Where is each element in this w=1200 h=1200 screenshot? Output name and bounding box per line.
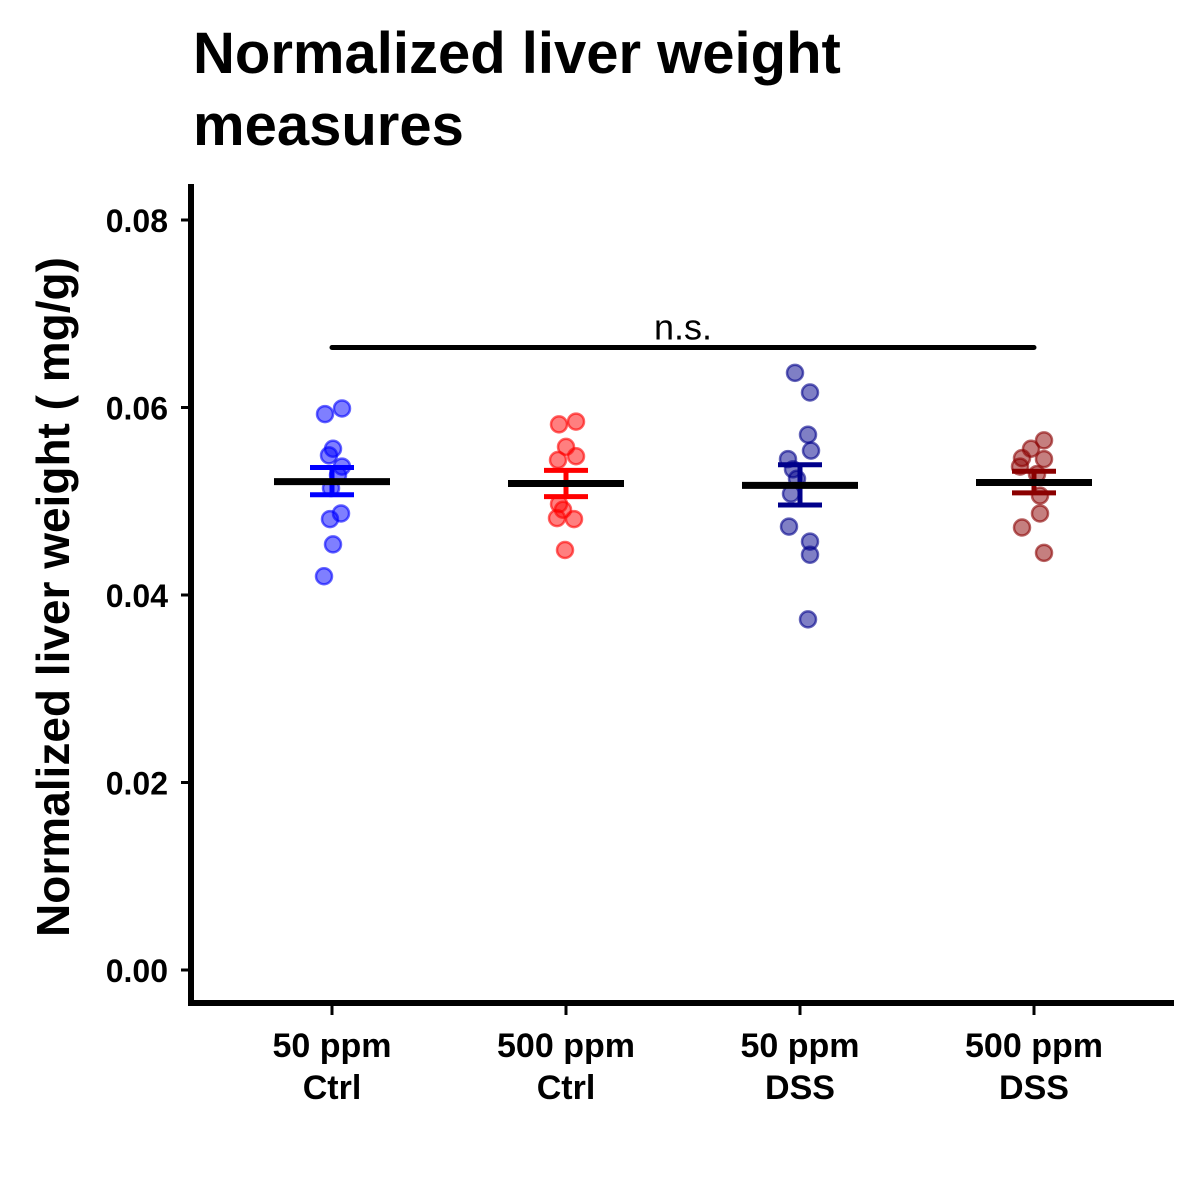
- y-tick-label: 0.00: [106, 953, 168, 989]
- x-tick-label: 50 ppm: [272, 1027, 391, 1065]
- x-tick-label: Ctrl: [303, 1069, 362, 1107]
- y-tick-label: 0.02: [106, 766, 168, 802]
- y-tick-label: 0.08: [106, 203, 168, 239]
- chart-title-line-1: Normalized liver weight: [193, 21, 841, 86]
- data-point: [315, 404, 335, 424]
- data-point: [332, 399, 352, 418]
- data-point: [320, 509, 340, 529]
- y-tick-label: 0.06: [106, 391, 168, 427]
- data-point: [566, 412, 586, 431]
- data-point: [798, 610, 818, 629]
- data-point: [798, 425, 818, 444]
- data-point: [1012, 518, 1032, 537]
- data-point: [566, 447, 586, 466]
- data-point: [564, 509, 584, 529]
- x-tick-label: 500 ppm: [965, 1027, 1103, 1065]
- x-tick-label: 500 ppm: [497, 1027, 635, 1065]
- data-point: [800, 383, 820, 402]
- axes: 0.00 0.02 0.04 0.06 0.08 50 ppm Ctrl 500 ppm Ctr…: [106, 184, 1174, 1107]
- data-point: [1034, 431, 1054, 450]
- data-point: [314, 567, 334, 586]
- chart-title-line-2: measures: [193, 93, 464, 158]
- data-point: [1034, 449, 1054, 469]
- y-tick-label: 0.04: [106, 578, 168, 614]
- data-point: [319, 446, 339, 465]
- x-tick-label: 50 ppm: [740, 1027, 859, 1065]
- x-tick-label: DSS: [999, 1069, 1069, 1107]
- data-point: [1030, 504, 1050, 523]
- data-point: [779, 517, 799, 536]
- data-point: [801, 441, 821, 460]
- data-point: [785, 363, 805, 383]
- significance-label: n.s.: [654, 307, 712, 348]
- data-point: [1034, 543, 1054, 563]
- plot-area: [274, 345, 1092, 629]
- data-point: [549, 415, 569, 434]
- data-point: [555, 540, 575, 560]
- data-point: [548, 450, 568, 470]
- y-axis-label: Normalized liver weight ( mg/g): [27, 257, 79, 937]
- x-tick-label: Ctrl: [537, 1069, 596, 1107]
- data-point: [800, 545, 820, 564]
- x-tick-label: DSS: [765, 1069, 835, 1107]
- data-point: [547, 508, 567, 528]
- data-point: [323, 535, 343, 554]
